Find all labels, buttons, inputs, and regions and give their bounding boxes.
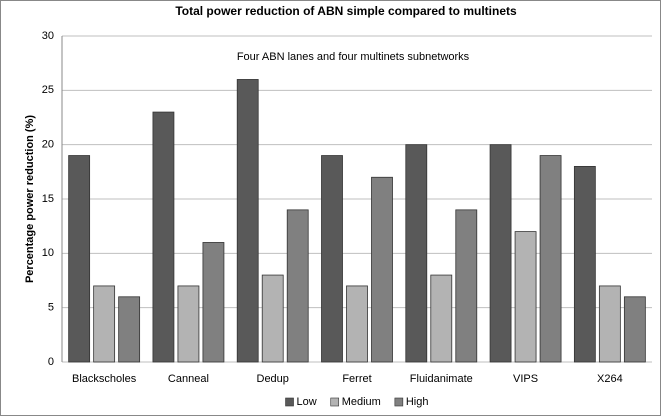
bar [118, 296, 141, 363]
y-tick-label: 5 [48, 302, 54, 314]
y-tick-label: 30 [42, 30, 54, 42]
x-tick-label: Dedup [257, 373, 289, 385]
bar [68, 155, 91, 363]
x-tick-label: Blackscholes [72, 373, 137, 385]
legend-label: High [406, 396, 429, 408]
y-tick-label: 0 [48, 356, 54, 368]
y-tick-label: 10 [42, 247, 54, 259]
y-tick-label: 25 [42, 84, 54, 96]
x-tick-label: Fluidanimate [410, 373, 473, 385]
legend-label: Medium [342, 396, 381, 408]
bar [623, 296, 646, 363]
bar [371, 176, 393, 363]
y-axis-label: Percentage power reduction (%) [24, 115, 36, 283]
x-tick-label: Ferret [342, 373, 371, 385]
y-tick-label: 15 [42, 193, 54, 205]
legend-label: Low [297, 396, 317, 408]
bar [261, 274, 284, 363]
x-tick-label: X264 [597, 373, 623, 385]
bar [405, 144, 428, 363]
bar [286, 209, 309, 363]
y-tick-label: 20 [42, 139, 54, 151]
bar [598, 285, 621, 363]
bar [321, 155, 343, 363]
annotation: Four ABN lanes and four multinets subnet… [237, 51, 470, 63]
bar [93, 285, 116, 363]
bar [539, 155, 562, 363]
chart-title: Total power reduction of ABN simple comp… [175, 4, 517, 18]
bar [489, 144, 512, 363]
x-tick-label: Canneal [168, 373, 209, 385]
bar [346, 285, 368, 363]
bar [202, 242, 225, 363]
x-tick-label: VIPS [513, 373, 538, 385]
legend-swatch [285, 397, 294, 407]
bar [430, 274, 453, 363]
bar [573, 165, 596, 363]
bar [455, 209, 478, 363]
bar [236, 79, 259, 363]
bar [514, 231, 537, 363]
bar [177, 285, 200, 363]
bar [152, 111, 175, 363]
legend-swatch [394, 397, 404, 407]
legend-swatch [330, 397, 340, 407]
